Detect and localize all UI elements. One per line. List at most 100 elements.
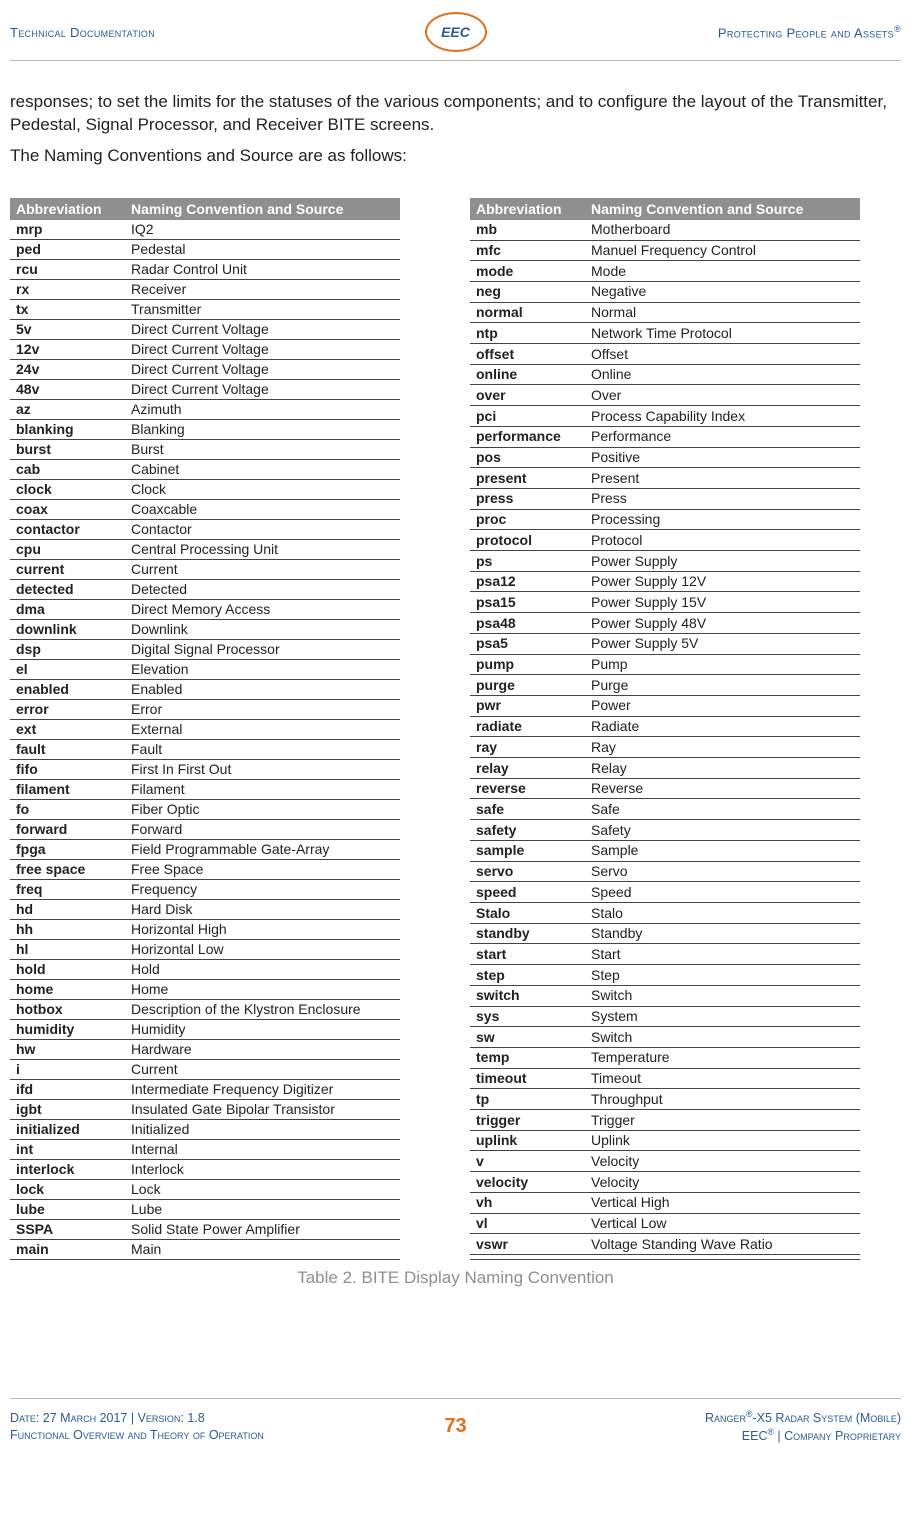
- abbrev-cell: performance: [470, 426, 585, 447]
- source-cell: Solid State Power Amplifier: [125, 1219, 400, 1239]
- source-cell: Standby: [585, 923, 860, 944]
- source-cell: Power Supply 48V: [585, 613, 860, 634]
- table-row: performancePerformance: [470, 426, 860, 447]
- footer-left-line2: Functional Overview and Theory of Operat…: [10, 1427, 444, 1444]
- abbrev-cell: hh: [10, 919, 125, 939]
- source-cell: Enabled: [125, 679, 400, 699]
- abbrev-cell: speed: [470, 882, 585, 903]
- table-row: filamentFilament: [10, 779, 400, 799]
- abbrev-cell: SSPA: [10, 1219, 125, 1239]
- abbrev-cell: blanking: [10, 419, 125, 439]
- footer-right: Ranger®-X5 Radar System (Mobile) EEC® | …: [467, 1409, 901, 1445]
- abbrev-cell: hd: [10, 899, 125, 919]
- table-row: hlHorizontal Low: [10, 939, 400, 959]
- source-cell: Pedestal: [125, 239, 400, 259]
- abbrev-cell: psa48: [470, 613, 585, 634]
- table-row: psPower Supply: [470, 551, 860, 572]
- abbrev-cell: vswr: [470, 1234, 585, 1255]
- source-cell: Manuel Frequency Control: [585, 240, 860, 261]
- abbrev-table-left: Abbreviation Naming Convention and Sourc…: [10, 198, 400, 1260]
- abbrev-cell: ifd: [10, 1079, 125, 1099]
- table-row: blankingBlanking: [10, 419, 400, 439]
- header-left-text: Technical Documentation: [10, 25, 425, 40]
- source-cell: Vertical High: [585, 1192, 860, 1213]
- table-row: intInternal: [10, 1139, 400, 1159]
- table-row: detectedDetected: [10, 579, 400, 599]
- table-row: mfcManuel Frequency Control: [470, 240, 860, 261]
- source-cell: Trigger: [585, 1110, 860, 1131]
- source-cell: Step: [585, 965, 860, 986]
- table-row: hdHard Disk: [10, 899, 400, 919]
- abbrev-cell: 24v: [10, 359, 125, 379]
- source-cell: Central Processing Unit: [125, 539, 400, 559]
- table-row: protocolProtocol: [470, 530, 860, 551]
- table-row: initializedInitialized: [10, 1119, 400, 1139]
- table-row: safeSafe: [470, 799, 860, 820]
- abbrev-cell: servo: [470, 861, 585, 882]
- abbrev-cell: offset: [470, 344, 585, 365]
- table-row: 24vDirect Current Voltage: [10, 359, 400, 379]
- source-cell: Safety: [585, 820, 860, 841]
- table-row: homeHome: [10, 979, 400, 999]
- table-row: mainMain: [10, 1239, 400, 1259]
- footer-right2-prefix: EEC: [742, 1429, 768, 1443]
- source-cell: Process Capability Index: [585, 406, 860, 427]
- source-cell: Horizontal Low: [125, 939, 400, 959]
- table-row: dspDigital Signal Processor: [10, 639, 400, 659]
- source-cell: Motherboard: [585, 220, 860, 240]
- source-cell: Normal: [585, 302, 860, 323]
- source-cell: Intermediate Frequency Digitizer: [125, 1079, 400, 1099]
- abbrev-cell: initialized: [10, 1119, 125, 1139]
- source-cell: Stalo: [585, 903, 860, 924]
- source-cell: Frequency: [125, 879, 400, 899]
- abbrev-cell: timeout: [470, 1068, 585, 1089]
- table-row: overOver: [470, 385, 860, 406]
- source-cell: Processing: [585, 509, 860, 530]
- source-cell: Direct Current Voltage: [125, 319, 400, 339]
- abbrev-cell: safety: [470, 820, 585, 841]
- logo-text: EEC: [441, 24, 470, 40]
- abbrev-cell: temp: [470, 1047, 585, 1068]
- abbrev-cell: forward: [10, 819, 125, 839]
- source-cell: Horizontal High: [125, 919, 400, 939]
- source-cell: Error: [125, 699, 400, 719]
- table-row: psa15Power Supply 15V: [470, 592, 860, 613]
- table-row: cabCabinet: [10, 459, 400, 479]
- table-row: mbMotherboard: [470, 220, 860, 240]
- source-cell: Positive: [585, 447, 860, 468]
- abbrev-cell: mb: [470, 220, 585, 240]
- source-cell: Current: [125, 559, 400, 579]
- source-cell: Detected: [125, 579, 400, 599]
- source-cell: Uplink: [585, 1130, 860, 1151]
- source-cell: Mode: [585, 261, 860, 282]
- table-row: modeMode: [470, 261, 860, 282]
- source-cell: Online: [585, 364, 860, 385]
- abbrev-cell: switch: [470, 985, 585, 1006]
- source-cell: Direct Current Voltage: [125, 359, 400, 379]
- abbrev-cell: tp: [470, 1089, 585, 1110]
- abbrev-cell: freq: [10, 879, 125, 899]
- abbrev-cell: cpu: [10, 539, 125, 559]
- source-cell: Sample: [585, 840, 860, 861]
- abbrev-cell: filament: [10, 779, 125, 799]
- abbrev-cell: int: [10, 1139, 125, 1159]
- abbrev-cell: sys: [470, 1006, 585, 1027]
- footer-right-line1: Ranger®-X5 Radar System (Mobile): [467, 1409, 901, 1427]
- source-cell: Radiate: [585, 716, 860, 737]
- abbrev-cell: error: [10, 699, 125, 719]
- abbrev-cell: enabled: [10, 679, 125, 699]
- abbrev-cell: rx: [10, 279, 125, 299]
- abbrev-cell: step: [470, 965, 585, 986]
- table-row: fifoFirst In First Out: [10, 759, 400, 779]
- table-row: foFiber Optic: [10, 799, 400, 819]
- abbrev-cell: relay: [470, 758, 585, 779]
- abbrev-cell: igbt: [10, 1099, 125, 1119]
- source-cell: Burst: [125, 439, 400, 459]
- table-right-header-src: Naming Convention and Source: [585, 198, 860, 220]
- table-row: burstBurst: [10, 439, 400, 459]
- table-row: humidityHumidity: [10, 1019, 400, 1039]
- table-row: radiateRadiate: [470, 716, 860, 737]
- source-cell: Protocol: [585, 530, 860, 551]
- tables-wrap: Abbreviation Naming Convention and Sourc…: [10, 198, 901, 1260]
- abbrev-cell: contactor: [10, 519, 125, 539]
